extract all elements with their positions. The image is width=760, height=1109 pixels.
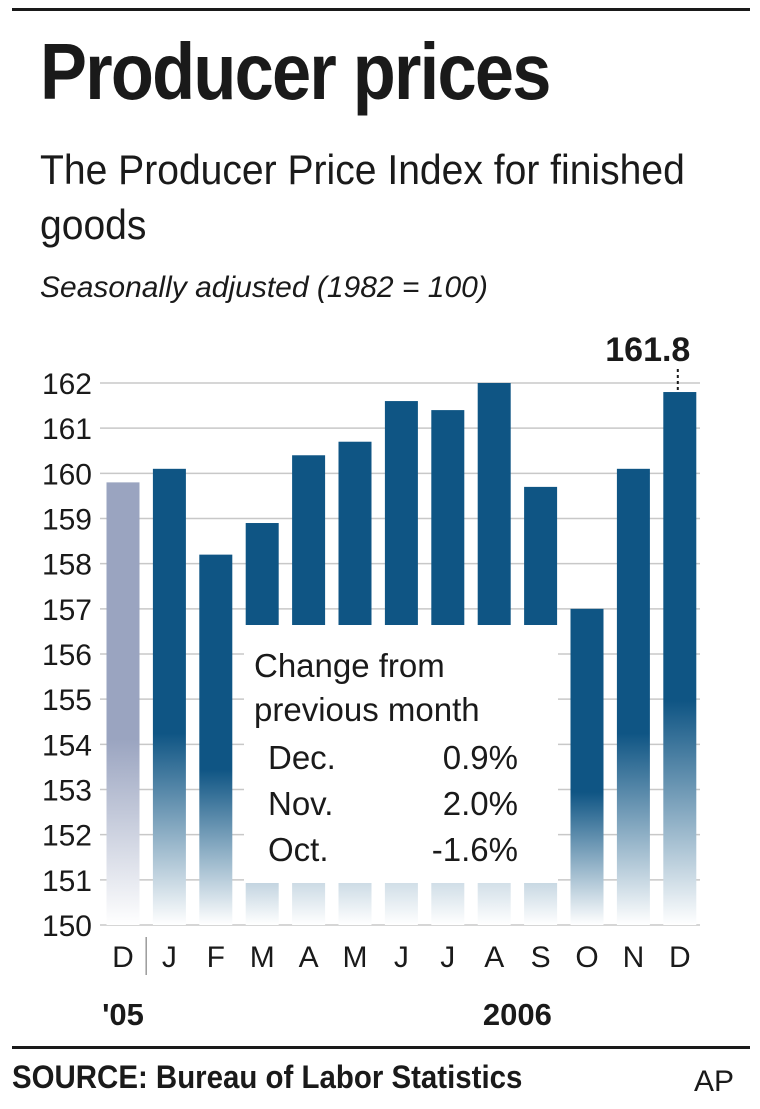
x-tick-label: A xyxy=(299,941,319,974)
x-tick-label: M xyxy=(250,941,275,974)
x-tick-label: N xyxy=(623,941,645,974)
callout-value: -1.6% xyxy=(431,831,518,868)
y-tick-label: 162 xyxy=(42,368,92,401)
callout-heading: Change from previous month xyxy=(254,647,480,728)
y-tick-label: 156 xyxy=(42,639,92,672)
y-tick-label: 153 xyxy=(42,775,92,808)
bar xyxy=(616,468,650,925)
x-tick-label: A xyxy=(484,941,504,974)
y-tick-label: 161 xyxy=(42,413,92,446)
y-tick-label: 157 xyxy=(42,594,92,627)
callout-row-oct: Oct. -1.6% xyxy=(268,826,528,874)
x-tick-label: M xyxy=(343,941,368,974)
x-tick-label: J xyxy=(440,941,455,974)
callout-row-nov: Nov. 2.0% xyxy=(268,780,528,828)
callout-box xyxy=(244,625,558,883)
year-label: 2006 xyxy=(483,997,552,1032)
chart-title: Producer prices xyxy=(40,27,551,116)
bar xyxy=(106,482,140,925)
callout-month: Nov. xyxy=(268,785,334,822)
bar xyxy=(152,468,186,925)
bottom-rule xyxy=(12,1046,750,1049)
y-tick-label: 155 xyxy=(42,684,92,717)
y-tick-label: 150 xyxy=(42,910,92,943)
agency-credit: AP xyxy=(694,1065,735,1098)
x-tick-label: J xyxy=(162,941,177,974)
y-tick-label: 154 xyxy=(42,729,92,762)
y-tick-label: 159 xyxy=(42,504,92,537)
source-credit: SOURCE: Bureau of Labor Statistics xyxy=(12,1059,523,1095)
top-rule xyxy=(12,8,750,11)
callout-value: 2.0% xyxy=(442,785,518,822)
y-axis-ticks: 150 151 152 153 154 155 156 157 158 159 160 161 162 xyxy=(42,368,92,943)
y-tick-label: 151 xyxy=(42,865,92,898)
highlight-value-label: 161.8 xyxy=(605,331,690,369)
x-tick-label: S xyxy=(531,941,551,974)
bar xyxy=(570,608,604,925)
chart-annotations: '05 2006 161.8 xyxy=(102,331,690,1032)
y-tick-label: 158 xyxy=(42,549,92,582)
bar xyxy=(663,392,697,925)
year-label: '05 xyxy=(102,997,144,1032)
callout-month: Oct. xyxy=(268,831,329,868)
callout-row-dec: Dec. 0.9% xyxy=(268,734,528,782)
y-tick-label: 160 xyxy=(42,458,92,491)
x-tick-label: O xyxy=(575,941,598,974)
chart-note: Seasonally adjusted (1982 = 100) xyxy=(40,271,488,304)
x-tick-label: D xyxy=(112,941,134,974)
x-tick-label: F xyxy=(207,941,225,974)
y-tick-label: 152 xyxy=(42,820,92,853)
x-tick-label: D xyxy=(669,941,691,974)
bar xyxy=(199,554,233,925)
callout-value: 0.9% xyxy=(442,739,518,776)
chart-subtitle: The Producer Price Index for finished go… xyxy=(40,146,685,248)
callout-month: Dec. xyxy=(268,739,336,776)
x-tick-label: J xyxy=(394,941,409,974)
